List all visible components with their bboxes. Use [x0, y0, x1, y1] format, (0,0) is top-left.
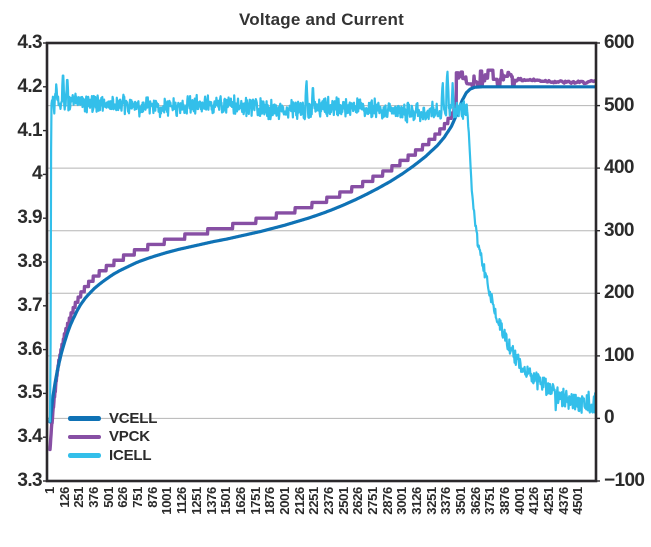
x-tick-label: 3251 — [423, 487, 439, 515]
y-tick-label-right: 0 — [604, 407, 615, 429]
x-tick-label: 2876 — [379, 487, 395, 515]
x-tick-label: 3126 — [408, 487, 424, 515]
x-tick-label: 251 — [71, 487, 87, 508]
chart-title: Voltage and Current — [238, 10, 404, 29]
x-tick-label: 4126 — [526, 487, 542, 515]
x-tick-label: 2126 — [291, 487, 307, 515]
icell-line — [48, 70, 596, 423]
x-tick-label: 4376 — [555, 487, 571, 515]
x-tick-label: 1126 — [174, 487, 190, 515]
x-tick-label: 4001 — [511, 487, 527, 515]
x-tick-label: 1751 — [247, 487, 263, 515]
x-tick-label: 1501 — [218, 487, 234, 515]
x-tick-label: 4501 — [570, 487, 586, 515]
x-tick-label: 2251 — [306, 487, 322, 515]
icell-line-swatch — [68, 453, 101, 458]
x-tick-label: 1001 — [159, 487, 175, 515]
x-tick-label: 3751 — [482, 487, 498, 515]
x-tick-label: 876 — [144, 487, 160, 508]
x-tick-label: 3501 — [453, 487, 468, 515]
vpck-line-swatch — [68, 434, 101, 440]
x-tick-label: 1376 — [203, 487, 219, 515]
x-tick-label: 3376 — [438, 487, 454, 515]
y-tick-label-left: 3.5 — [17, 382, 42, 404]
y-tick-label-left: 3.6 — [17, 338, 42, 360]
x-tick-label: 1251 — [188, 487, 204, 515]
vpck-line — [48, 68, 596, 452]
y-tick-label-left: 3.3 — [17, 470, 42, 491]
x-tick-label: 2001 — [276, 487, 292, 515]
x-tick-label: 751 — [130, 487, 146, 508]
vcell-line — [48, 85, 596, 424]
legend: VCELL VPCK ICELL — [68, 409, 157, 465]
x-tick-label: 2501 — [335, 487, 351, 515]
x-tick-label: 501 — [100, 487, 116, 508]
plot-frame — [45, 41, 598, 483]
y-tick-label-left: 4.1 — [17, 119, 42, 141]
y-tick-label-right: 600 — [604, 32, 635, 53]
y-tick-label-right: 300 — [604, 219, 635, 241]
legend-label-icell: ICELL — [109, 446, 152, 464]
x-tick-label: 626 — [115, 487, 131, 508]
y-tick-label-left: 3.8 — [17, 251, 42, 272]
y-tick-label-left: 3.7 — [17, 294, 42, 316]
vcell-line-swatch — [68, 416, 101, 421]
y-tick-label-left: 3.4 — [17, 426, 42, 448]
x-tick-label: 2751 — [364, 487, 380, 515]
y-tick-label-right: 400 — [604, 157, 635, 179]
x-tick-label: 1626 — [232, 487, 248, 515]
legend-item-vpck: VPCK — [68, 428, 157, 447]
legend-item-vcell: VCELL — [68, 409, 157, 428]
y-tick-label-right: 500 — [604, 94, 635, 116]
y-tick-label-left: 3.9 — [17, 207, 42, 229]
y-tick-label-left: 4 — [32, 163, 43, 185]
x-tick-label: 2626 — [350, 487, 366, 515]
x-tick-label: 3876 — [497, 487, 512, 515]
x-tick-label: 376 — [86, 487, 101, 508]
x-tick-label: 3001 — [394, 487, 410, 515]
y-tick-label-left: 4.2 — [17, 75, 42, 97]
legend-label-vpck: VPCK — [109, 428, 150, 446]
y-tick-label-left: 4.3 — [17, 32, 42, 53]
y-tick-label-right: 200 — [604, 282, 635, 304]
x-tick-label: 4251 — [541, 487, 556, 515]
y-tick-label-right: 100 — [604, 344, 635, 366]
y-tick-label-right: −100 — [604, 470, 645, 491]
x-tick-label: 2376 — [320, 487, 336, 515]
x-tick-label: 1876 — [262, 487, 278, 515]
legend-label-vcell: VCELL — [109, 409, 158, 427]
legend-item-icell: ICELL — [68, 446, 157, 465]
x-tick-label: 1 — [42, 487, 57, 494]
x-tick-label: 3626 — [467, 487, 483, 515]
x-tick-label: 126 — [56, 487, 72, 508]
